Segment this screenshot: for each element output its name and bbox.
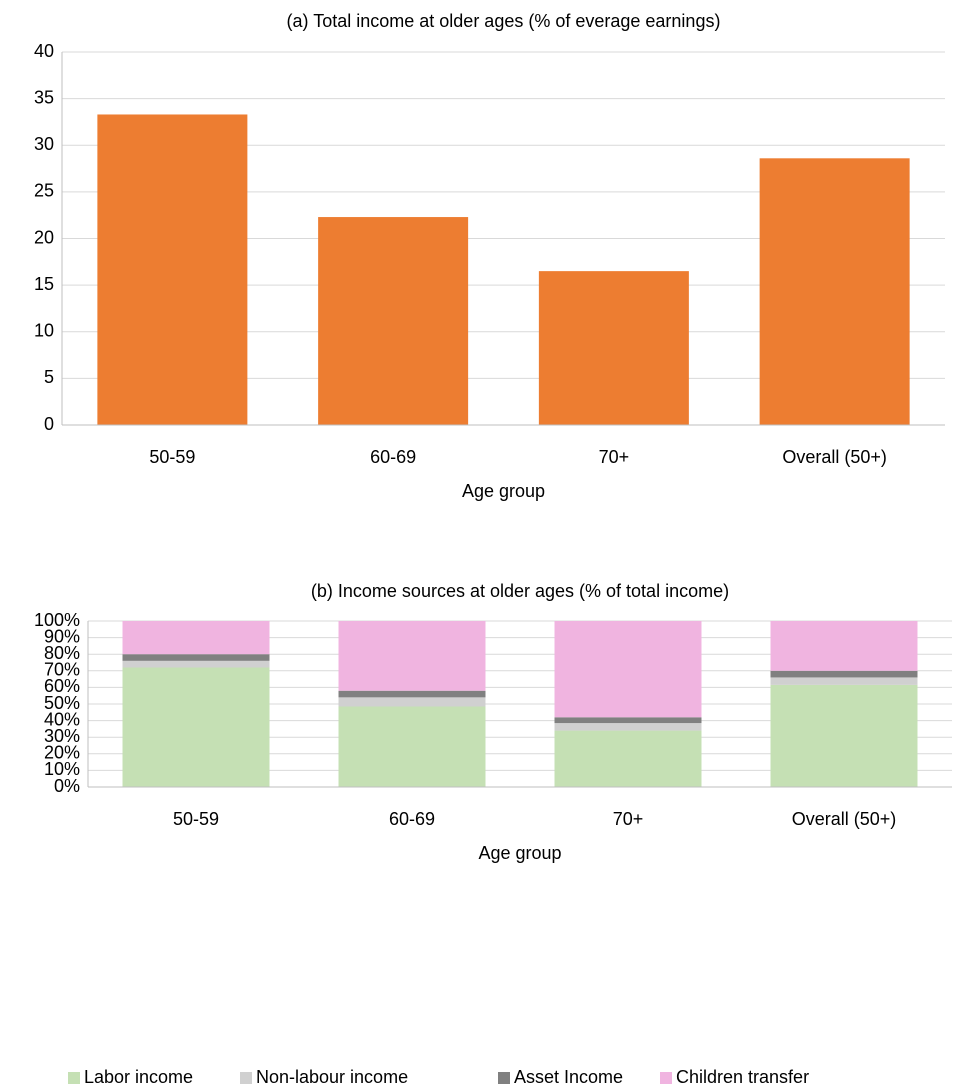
bar-segment	[122, 660, 270, 668]
legend-label: Labor income	[84, 1067, 193, 1087]
legend-swatch	[240, 1072, 252, 1084]
y-tick-label: 80%	[44, 643, 80, 663]
bar-segment	[122, 654, 270, 661]
y-tick-label: 30	[34, 134, 54, 154]
y-tick-label: 20%	[44, 743, 80, 763]
bar-segment	[770, 677, 918, 685]
bar-segment	[770, 621, 918, 671]
x-axis-label: Age group	[462, 481, 545, 501]
y-tick-label: 10	[34, 321, 54, 341]
y-tick-label: 25	[34, 181, 54, 201]
x-axis-label: Age group	[478, 843, 561, 863]
bar-segment	[770, 684, 918, 787]
x-tick-label: 60-69	[389, 809, 435, 829]
x-tick-label: 60-69	[370, 447, 416, 467]
y-tick-label: 70%	[44, 660, 80, 680]
x-tick-label: Overall (50+)	[782, 447, 887, 467]
bar-segment	[338, 621, 486, 691]
y-tick-label: 40	[34, 41, 54, 61]
bar-segment	[338, 690, 486, 698]
legend-swatch	[498, 1072, 510, 1084]
chart-title: (a) Total income at older ages (% of eve…	[287, 11, 721, 31]
bar	[97, 114, 248, 425]
y-tick-label: 30%	[44, 726, 80, 746]
x-tick-label: 70+	[613, 809, 644, 829]
bar	[759, 158, 910, 425]
legend-swatch	[660, 1072, 672, 1084]
legend-label: Asset Income	[514, 1067, 623, 1087]
bar-segment	[338, 697, 486, 707]
y-tick-label: 90%	[44, 626, 80, 646]
x-tick-label: Overall (50+)	[792, 809, 897, 829]
y-tick-label: 10%	[44, 759, 80, 779]
y-tick-label: 35	[34, 87, 54, 107]
y-tick-label: 50%	[44, 693, 80, 713]
bar-segment	[122, 621, 270, 655]
y-tick-label: 40%	[44, 709, 80, 729]
y-tick-label: 60%	[44, 676, 80, 696]
bar-segment	[554, 621, 702, 718]
bar	[538, 271, 689, 425]
bar	[318, 217, 469, 425]
y-tick-label: 0%	[54, 776, 80, 796]
y-tick-label: 0	[44, 414, 54, 434]
legend-swatch	[68, 1072, 80, 1084]
bar-segment	[338, 706, 486, 787]
legend-label: Non-labour income	[256, 1067, 408, 1087]
y-tick-label: 20	[34, 227, 54, 247]
legend-label: Children transfer	[676, 1067, 809, 1087]
bar-segment	[770, 670, 918, 678]
y-tick-label: 5	[44, 367, 54, 387]
x-tick-label: 50-59	[149, 447, 195, 467]
x-tick-label: 70+	[599, 447, 630, 467]
bar-segment	[122, 667, 270, 787]
y-tick-label: 100%	[34, 610, 80, 630]
chart-title: (b) Income sources at older ages (% of t…	[311, 581, 729, 601]
y-tick-label: 15	[34, 274, 54, 294]
x-tick-label: 50-59	[173, 809, 219, 829]
bar-segment	[554, 730, 702, 787]
bar-segment	[554, 723, 702, 731]
bar-segment	[554, 717, 702, 724]
